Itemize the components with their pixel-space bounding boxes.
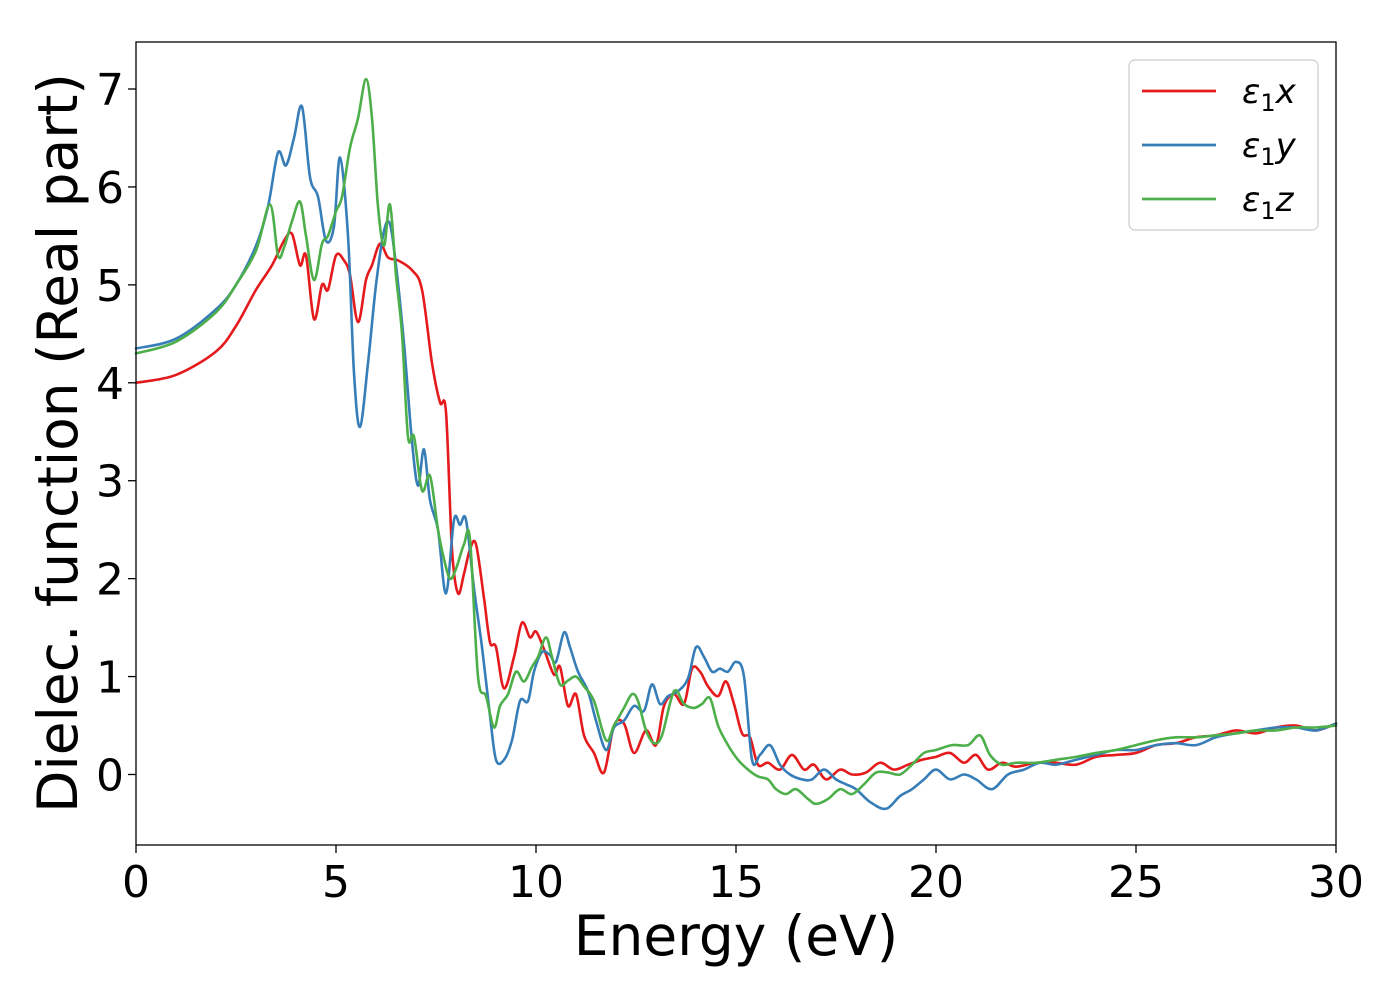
x-tick-label: 25 [1108,857,1164,908]
y-tick-label: 2 [96,555,124,606]
y-tick-label: 1 [96,653,124,704]
x-tick-label: 15 [708,857,764,908]
legend-box [1128,59,1319,231]
series-layer [134,77,1338,811]
legend-label-y: ε1y [1242,126,1297,171]
y-tick-label: 5 [96,261,124,312]
x-tick-label: 30 [1308,857,1364,908]
x-axis-label: Energy (eV) [574,904,898,968]
series-line-z [134,77,1338,806]
y-tick-label: 7 [96,65,124,116]
y-tick-label: 4 [96,359,124,410]
y-axis-label: Dielec. function (Real part) [26,73,90,813]
y-axis: 0 1 2 3 4 5 6 7 [96,65,136,801]
x-tick-label: 0 [122,857,150,908]
series-line-x [134,231,1338,781]
x-tick-label: 10 [508,857,564,908]
legend: ε1x ε1y ε1z [1128,59,1319,231]
y-tick-label: 0 [96,750,124,801]
x-axis: 0 5 10 15 20 25 30 [122,845,1364,908]
legend-label-z: ε1z [1242,180,1295,225]
x-tick-label: 20 [908,857,964,908]
legend-label-x: ε1x [1242,72,1297,117]
x-tick-label: 5 [322,857,350,908]
y-tick-label: 3 [96,457,124,508]
y-tick-label: 6 [96,163,124,214]
series-line-y [134,104,1338,811]
